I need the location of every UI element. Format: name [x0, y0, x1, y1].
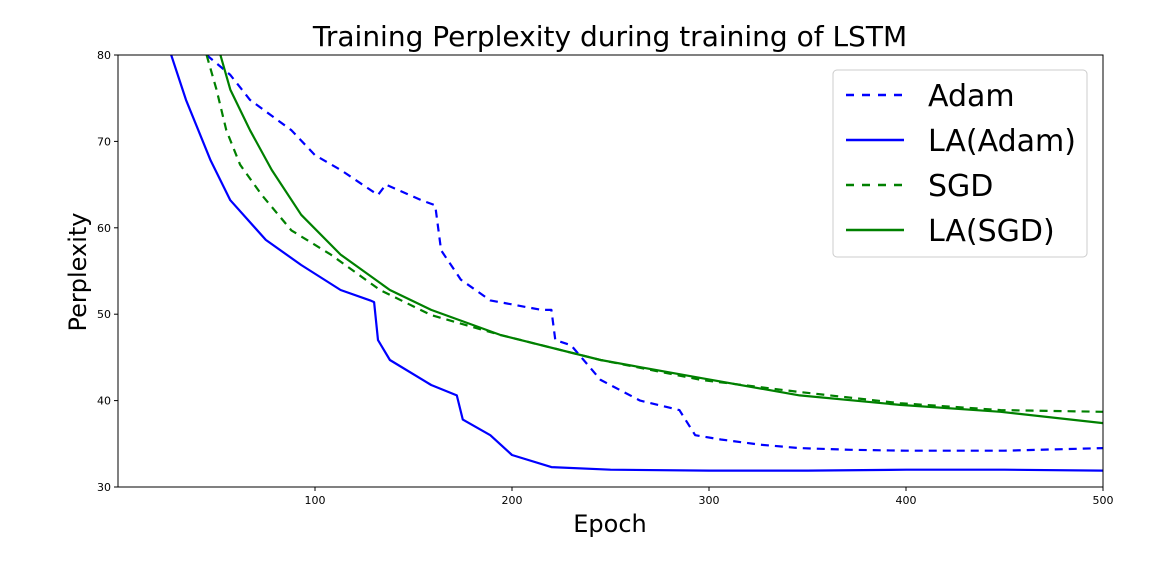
y-tick-label: 60	[97, 222, 111, 235]
x-tick-label: 100	[305, 494, 326, 507]
y-tick-label: 80	[97, 49, 111, 62]
legend-label: SGD	[928, 169, 993, 204]
series-line-la-sgd-	[219, 55, 1103, 425]
legend: Adam LA(Adam) SGD LA(SGD)	[832, 69, 1088, 258]
y-tick-label: 70	[97, 135, 111, 148]
x-tick-label: 400	[896, 494, 917, 507]
series-line-adam	[205, 55, 1103, 452]
y-tick-label: 30	[97, 481, 111, 494]
legend-box	[832, 69, 1088, 258]
legend-label: LA(Adam)	[928, 124, 1076, 159]
x-axis-label: Epoch	[573, 510, 647, 538]
x-tick-label: 200	[502, 494, 523, 507]
y-tick-label: 50	[97, 308, 111, 321]
x-tick-label: 300	[699, 494, 720, 507]
y-tick-label: 40	[97, 395, 111, 408]
series-line-la-adam-	[170, 55, 1103, 472]
series-line-sgd	[205, 55, 1103, 413]
legend-label: LA(SGD)	[928, 214, 1055, 249]
legend-label: Adam	[928, 79, 1015, 114]
chart-title: Training Perplexity during training of L…	[312, 20, 907, 53]
x-tick-label: 500	[1093, 494, 1114, 507]
y-axis-label: Perplexity	[64, 213, 92, 332]
plot-frame	[117, 54, 1104, 488]
